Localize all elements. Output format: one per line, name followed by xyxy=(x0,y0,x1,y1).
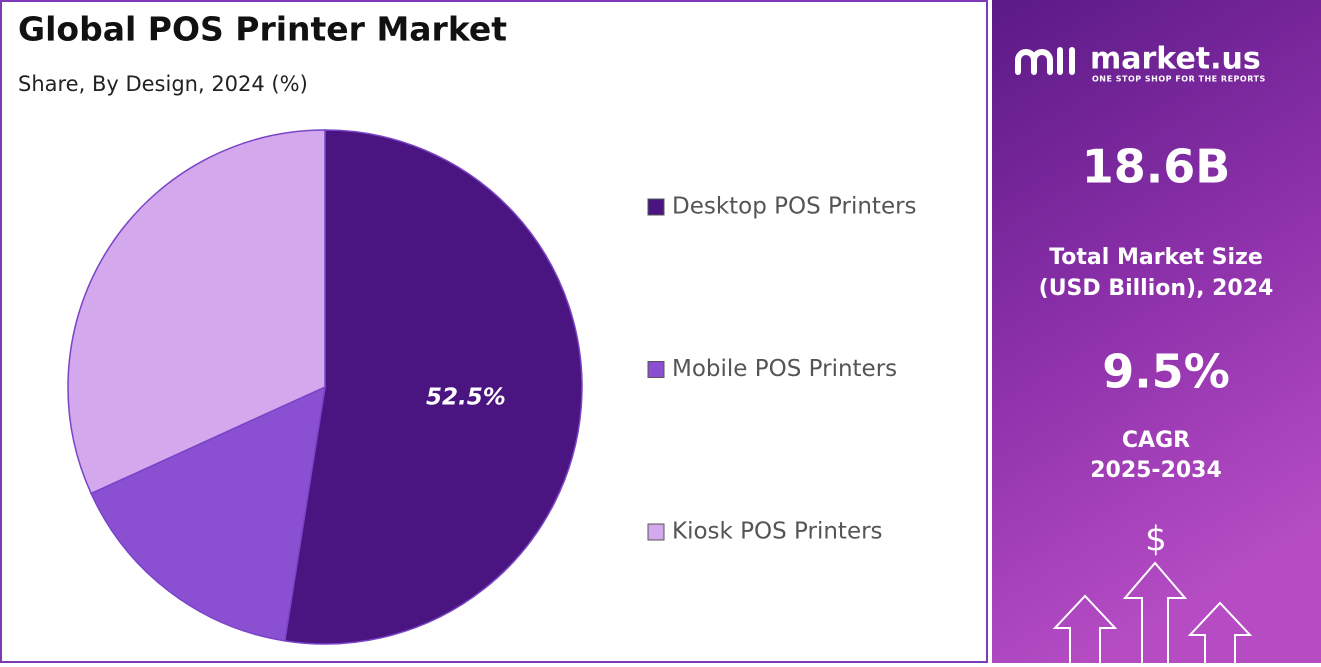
data-label: 52.5% xyxy=(426,385,506,411)
pie-slice xyxy=(90,385,326,642)
legend-label: Mobile POS Printers xyxy=(672,356,897,382)
market-size: 18.6B xyxy=(1082,140,1231,194)
brand-logo xyxy=(1015,47,1075,75)
brand-tagline: ONE STOP SHOP FOR THE REPORTS xyxy=(1092,75,1266,84)
pie: 52.5% xyxy=(67,129,583,645)
dollar-icon: $ xyxy=(1145,520,1167,560)
growth-arrows xyxy=(1052,561,1253,663)
legend-swatch xyxy=(647,361,665,378)
legend-label: Desktop POS Printers xyxy=(672,194,917,220)
legend-swatch xyxy=(647,198,665,216)
chart-title: Global POS Printer Market xyxy=(18,10,507,49)
chart-subtitle: Share, By Design, 2024 (%) xyxy=(18,72,308,96)
cagr-label: CAGR xyxy=(1122,428,1190,453)
pie-slice xyxy=(67,129,326,495)
side-panel xyxy=(992,0,1321,663)
cagr-label: 2025-2034 xyxy=(1090,458,1222,483)
legend: Desktop POS Printers Mobile POS Printers K… xyxy=(647,194,917,545)
cagr: 9.5% xyxy=(1102,345,1230,399)
legend-label: Kiosk POS Printers xyxy=(672,519,883,545)
market-size-label: Total Market Size xyxy=(1049,245,1263,270)
pie-slice xyxy=(283,129,583,645)
market-size-label: (USD Billion), 2024 xyxy=(1039,276,1274,301)
brand-name: market.us xyxy=(1090,42,1261,77)
legend-swatch xyxy=(647,523,665,541)
